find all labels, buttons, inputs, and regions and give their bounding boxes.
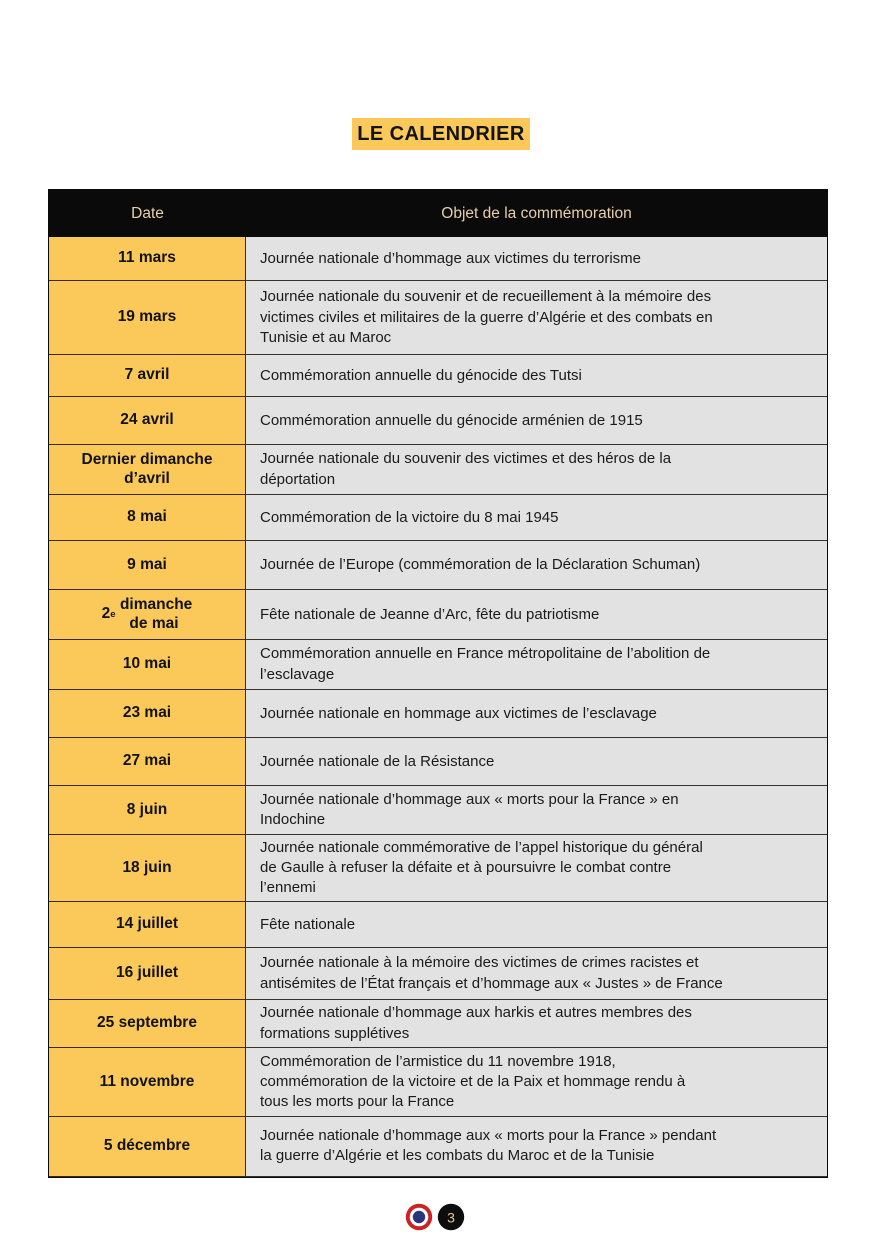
svg-text:3: 3 (447, 1209, 455, 1225)
